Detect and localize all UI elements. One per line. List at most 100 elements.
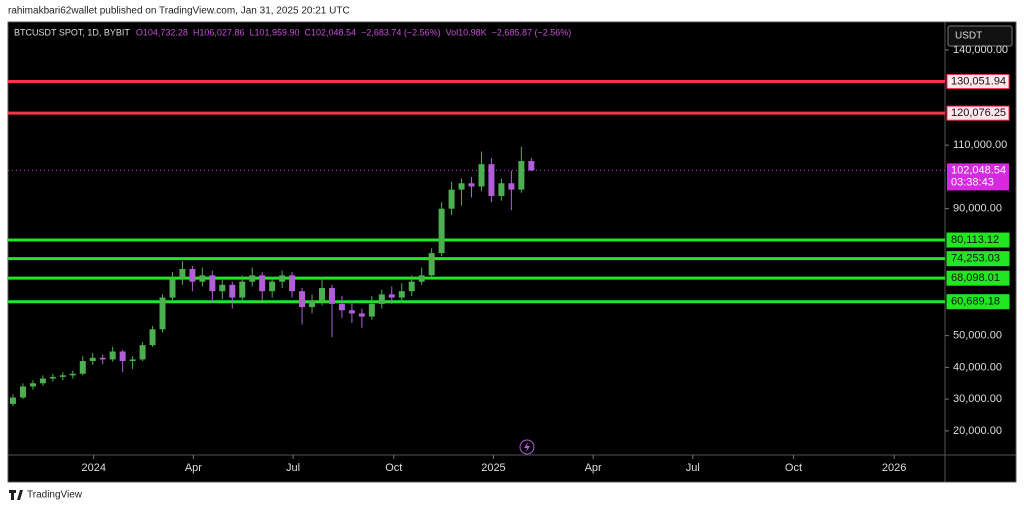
candle-body: [289, 275, 296, 292]
level-label: 120,076.25: [951, 107, 1006, 119]
candle-body: [109, 351, 116, 360]
currency: USDT: [955, 31, 982, 42]
candle-body: [498, 183, 505, 196]
candle-body: [59, 375, 66, 377]
candle-body: [69, 373, 76, 376]
x-tick-label: Apr: [185, 462, 202, 474]
level-label-box: [946, 251, 1010, 267]
candle-body: [9, 397, 16, 404]
candle-body: [39, 378, 46, 384]
candle-body: [408, 281, 415, 292]
candle-body: [169, 278, 176, 298]
candle-body: [438, 208, 445, 254]
candle-body: [358, 313, 365, 317]
candle-body: [528, 161, 535, 171]
level-label-box: [946, 270, 1010, 286]
level-label: 60,689.18: [951, 296, 1000, 308]
candle-body: [49, 376, 56, 379]
x-tick-label: 2025: [481, 462, 505, 474]
last-price-label: 102,048.54: [951, 164, 1006, 176]
candle-body: [478, 164, 485, 187]
header: rahimakbari62wallet published on Trading…: [8, 6, 350, 17]
countdown: 03:38:43: [951, 176, 994, 188]
level-label: 74,253.03: [951, 253, 1000, 265]
candle-body: [269, 281, 276, 292]
candle-body: [239, 281, 246, 298]
candle-body: [89, 357, 96, 362]
candle-body: [219, 284, 226, 292]
candle-body: [488, 164, 495, 196]
y-tick-label: 140,000.00: [953, 44, 1008, 56]
y-tick-label: 40,000.00: [953, 361, 1002, 373]
x-tick-label: 2024: [81, 462, 105, 474]
candle-body: [249, 275, 256, 282]
level-label: 68,098.01: [951, 272, 1000, 284]
candle-body: [348, 310, 355, 314]
candle-body: [508, 183, 515, 190]
candle-body: [418, 275, 425, 282]
x-tick-label: 2026: [882, 462, 906, 474]
candle-body: [259, 275, 266, 292]
currency-box[interactable]: [947, 25, 1013, 47]
candle-body: [388, 294, 395, 298]
x-tick-label: Oct: [785, 462, 802, 474]
candle-body: [279, 275, 286, 282]
candle-body: [119, 351, 126, 362]
lightning-icon[interactable]: [519, 439, 535, 455]
y-tick-label: 20,000.00: [953, 425, 1002, 437]
candle-body: [229, 284, 236, 298]
chart-area: [7, 21, 1017, 483]
ohlc-legend: L101,959.90: [249, 27, 299, 37]
candle-body: [368, 303, 375, 317]
candle-body: [378, 294, 385, 304]
x-tick-label: Apr: [585, 462, 602, 474]
volume-legend: Vol10.98K: [446, 27, 487, 37]
level-label-box: [946, 232, 1010, 248]
candle-body: [179, 268, 186, 279]
candle-body: [149, 329, 156, 346]
tradingview-logo: [9, 490, 23, 500]
ohlc-legend: C102,048.54: [305, 27, 357, 37]
level-label-box: [946, 74, 1010, 90]
candle-body: [398, 291, 405, 298]
candle-body: [328, 288, 335, 304]
candle-body: [79, 361, 86, 374]
candle-body: [199, 275, 206, 282]
candle-body: [139, 345, 146, 360]
candle-body: [318, 288, 325, 301]
ohlc-legend: −2,683.74 (−2.56%): [361, 27, 441, 37]
candle-body: [338, 303, 345, 311]
x-tick-label: Jul: [686, 462, 700, 474]
candle-body: [29, 383, 36, 387]
level-label-box: [946, 105, 1010, 121]
y-tick-label: 110,000.00: [953, 139, 1007, 151]
candle-body: [299, 291, 306, 308]
volume-legend: −2,685.87 (−2.56%): [492, 27, 572, 37]
candle-body: [458, 183, 465, 190]
candle-body: [189, 268, 196, 282]
candle-body: [448, 189, 455, 209]
footer: TradingView: [27, 490, 83, 501]
y-tick-label: 50,000.00: [953, 330, 1002, 342]
ohlc-legend: O104,732.28: [136, 27, 188, 37]
symbol: BTCUSDT SPOT, 1D, BYBIT: [14, 27, 130, 37]
candle-body: [19, 386, 26, 398]
y-tick-label: 90,000.00: [953, 203, 1002, 215]
candle-body: [159, 297, 166, 330]
candle-body: [309, 300, 316, 308]
candle-body: [99, 357, 106, 360]
y-tick-label: 30,000.00: [953, 393, 1002, 405]
candle-body: [129, 359, 136, 362]
candle-body: [428, 253, 435, 276]
x-tick-label: Jul: [286, 462, 300, 474]
last-price-box: [947, 163, 1009, 191]
level-label-box: [946, 294, 1010, 310]
x-tick-label: Oct: [385, 462, 402, 474]
candle-body: [209, 275, 216, 292]
level-label: 130,051.94: [951, 75, 1006, 87]
candle-body: [468, 183, 475, 187]
level-label: 80,113.12: [951, 234, 999, 246]
candle-body: [518, 161, 525, 190]
